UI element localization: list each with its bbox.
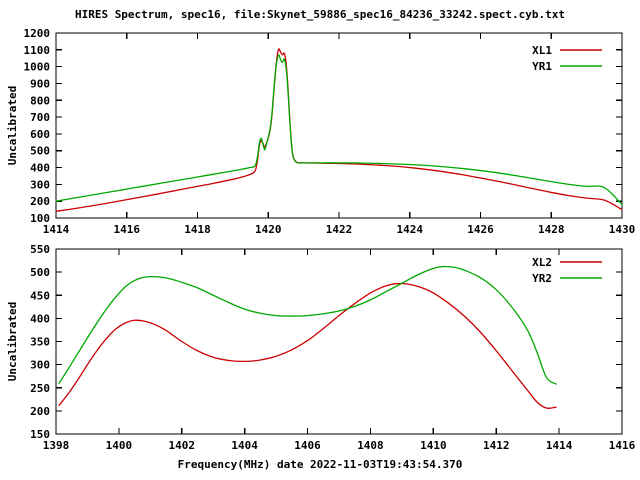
y-tick-label: 600 [30,128,50,141]
x-tick-label: 1414 [546,439,573,452]
series-line-yr2 [58,265,557,385]
y-axis-label: Uncalibrated [6,86,19,165]
x-tick-label: 1420 [255,223,282,236]
y-tick-label: 500 [30,266,50,279]
y-axis-label: Uncalibrated [6,302,19,381]
x-axis-label: Frequency(MHz) date 2022-11-03T19:43:54.… [177,458,463,471]
x-tick-label: 1398 [43,439,70,452]
y-tick-label: 200 [30,195,50,208]
y-tick-label: 1200 [24,27,51,40]
y-tick-label: 400 [30,312,50,325]
x-tick-label: 1400 [106,439,133,452]
y-tick-label: 800 [30,94,50,107]
x-tick-label: 1404 [231,439,258,452]
page-title: HIRES Spectrum, spec16, file:Skynet_5988… [74,8,566,21]
top-panel: 100 200 300 400 500 600 700 800 900 1000 1100 1200 1… [0,26,640,236]
x-tick-label: 1428 [538,223,565,236]
series-line-xl1 [55,48,623,212]
legend-label-yr2: YR2 [532,272,552,285]
x-tick-label: 1408 [357,439,384,452]
x-tick-label: 1414 [43,223,70,236]
y-tick-label: 1000 [24,61,51,74]
x-tick-label: 1402 [169,439,196,452]
x-tick-label: 1412 [483,439,510,452]
x-tick-label: 1418 [184,223,211,236]
top-panel-canvas: 100 200 300 400 500 600 700 800 900 1000 1100 1200 1… [6,27,636,236]
y-tick-label: 400 [30,162,50,175]
x-tick-label: 1430 [609,223,636,236]
x-tick-label: 1410 [420,439,447,452]
y-tick-label: 1100 [24,44,51,57]
x-tick-label: 1406 [294,439,321,452]
x-tick-label: 1416 [114,223,141,236]
y-tick-label: 900 [30,77,50,90]
y-tick-label: 100 [30,212,50,225]
x-tick-label: 1426 [467,223,494,236]
y-tick-label: 300 [30,178,50,191]
y-tick-label: 700 [30,111,50,124]
x-tick-label: 1424 [397,223,424,236]
y-tick-label: 350 [30,336,50,349]
y-tick-label: 250 [30,382,50,395]
y-tick-label: 300 [30,359,50,372]
series-line-xl2 [58,282,557,409]
y-tick-label: 450 [30,289,50,302]
legend-label-yr1: YR1 [532,60,552,73]
legend-label-xl1: XL1 [532,44,552,57]
bottom-panel: 150 200 250 300 350 400 450 500 550 1398 1400 1402 1… [0,240,640,456]
x-tick-label: 1422 [326,223,353,236]
y-tick-label: 550 [30,243,50,256]
y-tick-label: 200 [30,405,50,418]
legend-label-xl2: XL2 [532,256,552,269]
y-tick-label: 150 [30,428,50,441]
series-line-yr1 [55,54,623,206]
bottom-panel-canvas: 150 200 250 300 350 400 450 500 550 1398 1400 1402 1… [6,243,636,452]
x-tick-label: 1416 [609,439,636,452]
y-tick-label: 500 [30,145,50,158]
